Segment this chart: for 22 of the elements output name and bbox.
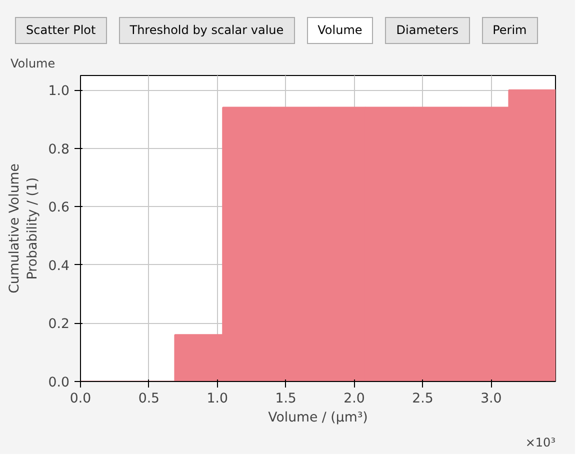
x-tick-label: 2.0 [344, 392, 365, 407]
y-tick-label: 0.2 [48, 317, 70, 332]
y-tick-label: 0.6 [48, 200, 70, 216]
text: ×10³ [525, 436, 556, 450]
y-axis-title: Cumulative Volume Probability / (1) [7, 164, 40, 294]
x-tick-label: 1.0 [206, 392, 228, 407]
x-tick-label: 1.5 [275, 392, 296, 407]
x-tick-label: 3.0 [480, 392, 502, 407]
text: Volume [318, 22, 362, 39]
chart-title: Volume [10, 56, 56, 71]
x-tick-label: 0.5 [138, 392, 160, 407]
text: Perim [492, 22, 527, 39]
text: Diameters [396, 22, 459, 39]
y-tick-label: 1.0 [48, 84, 70, 100]
text: Scatter Plot [26, 22, 96, 39]
x-tick-label: 0.0 [70, 392, 92, 407]
x-axis-title: Volume / (µm³) [268, 410, 368, 426]
y-tick-label: 0.0 [48, 376, 70, 391]
y-tick-label: 0.8 [48, 142, 70, 158]
text: Threshold by scalar value [130, 22, 284, 39]
x-tick-label: 2.5 [412, 392, 434, 407]
y-tick-label: 0.4 [48, 259, 70, 274]
